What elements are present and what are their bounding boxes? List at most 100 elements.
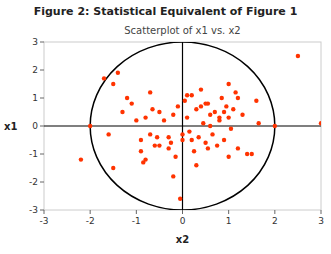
point	[185, 93, 189, 97]
y-tick	[40, 154, 44, 155]
y-tick	[40, 98, 44, 99]
point	[116, 71, 120, 75]
plot-marks	[44, 42, 321, 210]
point	[187, 129, 191, 133]
point	[229, 127, 233, 131]
point	[185, 115, 189, 119]
point	[196, 135, 200, 139]
point	[213, 110, 217, 114]
point	[226, 155, 230, 159]
y-tick-label: -3	[29, 205, 38, 215]
x-tick	[182, 210, 183, 214]
point	[148, 90, 152, 94]
point	[199, 87, 203, 91]
point	[201, 121, 205, 125]
point	[190, 93, 194, 97]
point	[226, 115, 230, 119]
point	[208, 113, 212, 117]
point	[250, 152, 254, 156]
point	[171, 113, 175, 117]
point	[139, 149, 143, 153]
point	[157, 143, 161, 147]
point	[180, 132, 184, 136]
point	[222, 138, 226, 142]
point	[176, 104, 180, 108]
point	[206, 146, 210, 150]
y-tick-label: -1	[29, 149, 38, 159]
point	[143, 115, 147, 119]
point	[155, 135, 159, 139]
point	[150, 107, 154, 111]
y-axis-label: x1	[4, 121, 17, 132]
y-tick-label: 2	[32, 65, 38, 75]
x-tick-label: 1	[226, 216, 232, 226]
y-tick	[40, 70, 44, 71]
x-tick-label: -2	[86, 216, 95, 226]
point	[139, 138, 143, 142]
point	[88, 124, 92, 128]
point	[162, 118, 166, 122]
point	[215, 143, 219, 147]
point	[254, 99, 258, 103]
x-tick	[274, 210, 275, 214]
point	[120, 110, 124, 114]
point	[173, 155, 177, 159]
point	[125, 96, 129, 100]
point	[273, 124, 277, 128]
point	[143, 157, 147, 161]
point	[102, 76, 106, 80]
x-tick-label: -3	[40, 216, 49, 226]
point	[194, 163, 198, 167]
point	[190, 138, 194, 142]
title: Figure 2: Statistical Equivalent of Figu…	[34, 5, 298, 18]
point	[224, 104, 228, 108]
ellipse	[90, 42, 275, 210]
chart: Figure 2: Statistical Equivalent of Figu…	[0, 0, 331, 254]
point	[210, 132, 214, 136]
point	[106, 132, 110, 136]
point	[217, 115, 221, 119]
x-tick-label: 0	[180, 216, 186, 226]
y-tick	[40, 42, 44, 43]
point	[208, 124, 212, 128]
vertical-line	[182, 42, 183, 210]
x-axis-label: x2	[176, 234, 189, 245]
point	[231, 107, 235, 111]
point	[226, 82, 230, 86]
point	[166, 146, 170, 150]
point	[171, 174, 175, 178]
x-tick-label: 2	[272, 216, 278, 226]
x-tick	[44, 210, 45, 214]
plot-area	[44, 42, 321, 210]
y-tick-label: 3	[32, 37, 38, 47]
y-tick	[40, 210, 44, 211]
point	[233, 90, 237, 94]
point	[111, 166, 115, 170]
x-tick-label: 3	[318, 216, 324, 226]
point	[203, 141, 207, 145]
subtitle: Scatterplot of x1 vs. x2	[124, 25, 240, 36]
point	[245, 152, 249, 156]
point	[199, 104, 203, 108]
point	[194, 107, 198, 111]
point	[240, 113, 244, 117]
point	[236, 96, 240, 100]
point	[183, 99, 187, 103]
y-tick-label: 1	[32, 93, 38, 103]
x-tick	[321, 210, 322, 214]
point	[153, 143, 157, 147]
y-tick	[40, 182, 44, 183]
point	[222, 110, 226, 114]
point	[134, 118, 138, 122]
point	[236, 146, 240, 150]
x-tick	[90, 210, 91, 214]
point	[148, 132, 152, 136]
point	[111, 82, 115, 86]
point	[178, 197, 182, 201]
point	[166, 135, 170, 139]
point	[157, 110, 161, 114]
x-tick	[228, 210, 229, 214]
point	[220, 96, 224, 100]
point	[130, 101, 134, 105]
point	[169, 141, 173, 145]
